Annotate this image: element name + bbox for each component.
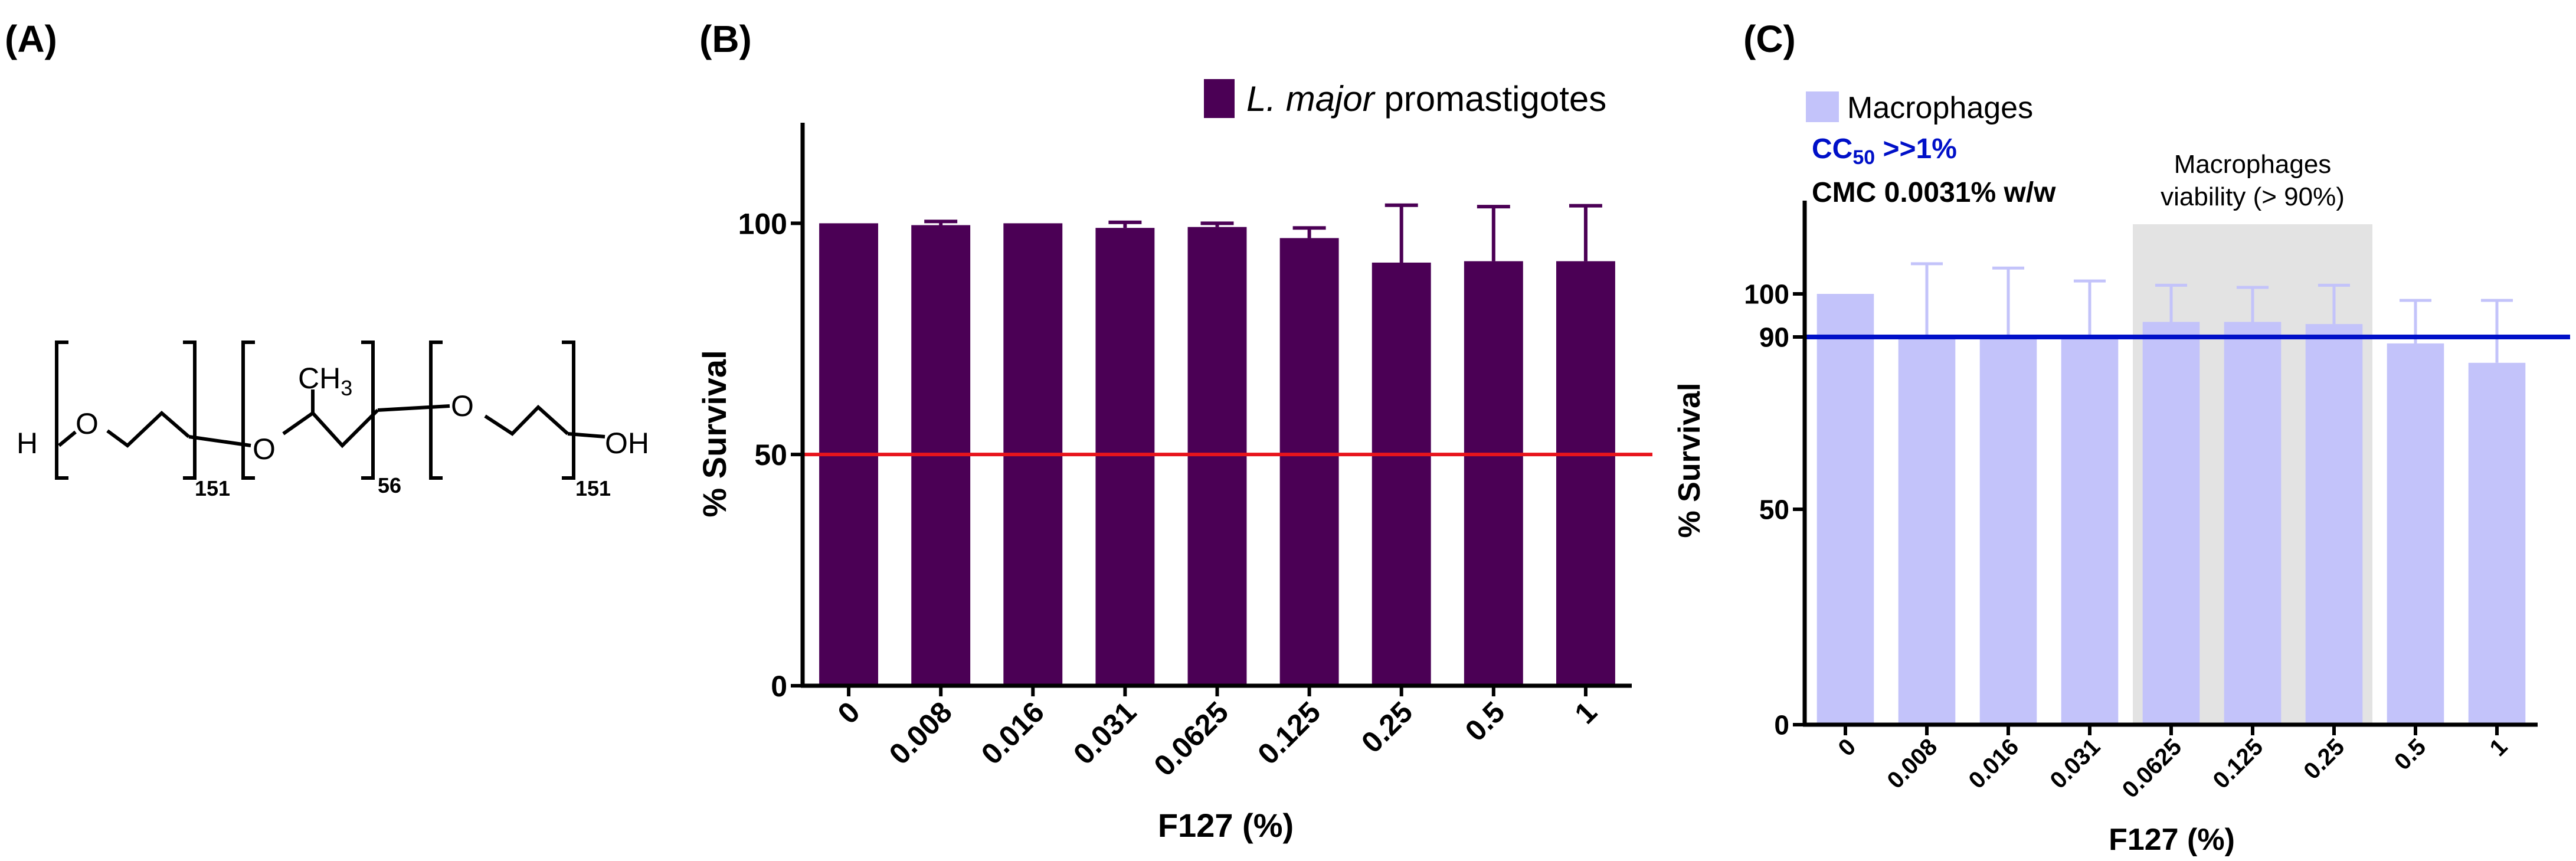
panel-c-highlight-label-line2: viability (> 90%)	[2161, 182, 2345, 211]
chemical-structure-labels: H O O O CH3 OH 151 56 151	[17, 362, 649, 500]
panel-b-x-axis-label: F127 (%)	[1158, 807, 1294, 844]
c-x-tick-label-0: 0	[1834, 734, 1861, 761]
panel-c-legend: Macrophages	[1806, 91, 2033, 125]
c-bar-5	[2224, 322, 2282, 725]
b-error-bar-5	[1292, 226, 1326, 238]
panel-b-label: (B)	[699, 18, 752, 60]
panel-c-bars	[1816, 294, 2526, 725]
panel-a-structure: (A) H O O O CH3 OH 151	[5, 18, 649, 500]
panel-b-chart: (B) L. major promastigotes 0 50 100 0 0.008…	[696, 18, 1652, 844]
c-y-tick-label-2: 90	[1759, 322, 1789, 353]
b-x-tick-label-6: 0.25	[1355, 695, 1419, 759]
b-error-bar-3	[1108, 220, 1142, 228]
b-x-tick-label-7: 0.5	[1459, 695, 1511, 748]
panel-b-x-ticks: 0 0.008 0.016 0.031 0.0625 0.125 0.25 0.5 1	[832, 695, 1603, 783]
c-bar-7	[2387, 343, 2444, 725]
c-bar-8	[2468, 362, 2526, 725]
panel-b-legend-label: L. major promastigotes	[1246, 79, 1606, 119]
b-error-bar-4	[1200, 221, 1234, 227]
panel-c-x-axis-label: F127 (%)	[2109, 823, 2235, 857]
panel-c-legend-swatch	[1806, 91, 1839, 122]
c-x-tick-label-8: 1	[2485, 734, 2513, 761]
c-bar-2	[1979, 335, 2037, 725]
b-bar-3	[1095, 228, 1155, 686]
atom-o2: O	[253, 433, 276, 466]
c-y-tick-label-1: 50	[1759, 495, 1789, 525]
atom-o3: O	[451, 389, 474, 423]
c-bar-4	[2142, 322, 2200, 725]
b-x-tick-label-5: 0.125	[1251, 695, 1327, 771]
b-x-tick-label-8: 1	[1568, 695, 1603, 730]
b-bar-6	[1372, 262, 1431, 686]
c-x-tick-label-5: 0.125	[2208, 734, 2268, 794]
panel-c-y-ticks: 0 50 90 100	[1744, 279, 1789, 741]
group-oh: OH	[605, 427, 649, 460]
group-ch3: CH3	[298, 362, 352, 400]
c-error-bar-4	[2155, 283, 2188, 322]
panel-c-chart: (C) Macrophages viability (> 90%) Macrop…	[1672, 18, 2570, 857]
chemical-structure-diagram	[55, 341, 605, 480]
b-y-tick-label-0: 0	[771, 670, 787, 703]
b-x-tick-label-1: 0.008	[883, 695, 958, 771]
panel-b-legend: L. major promastigotes	[1204, 79, 1606, 119]
c-x-tick-label-1: 0.008	[1882, 734, 1942, 794]
panel-a-label: (A)	[5, 18, 57, 60]
c-y-tick-label-0: 0	[1774, 710, 1789, 741]
c-x-tick-label-3: 0.031	[2045, 734, 2105, 794]
b-error-bar-6	[1384, 203, 1418, 263]
c-bar-1	[1898, 335, 1956, 725]
panel-c-x-ticks: 0 0.008 0.016 0.031 0.0625 0.125 0.25 0.5 1	[1834, 734, 2513, 803]
panel-c-legend-label: Macrophages	[1847, 91, 2033, 125]
b-x-tick-label-4: 0.0625	[1148, 695, 1235, 783]
b-y-tick-label-2: 100	[738, 207, 787, 240]
b-x-tick-label-3: 0.031	[1067, 695, 1143, 771]
panel-b-y-axis-label: % Survival	[696, 350, 733, 517]
panel-b-axes	[791, 123, 1632, 696]
panel-c-y-axis-label: % Survival	[1672, 382, 1707, 538]
c-x-tick-label-4: 0.0625	[2117, 734, 2187, 803]
atom-h: H	[17, 427, 38, 460]
panel-b-y-ticks: 0 50 100	[738, 207, 787, 703]
c-error-bar-3	[2073, 279, 2106, 335]
b-x-tick-label-2: 0.016	[975, 695, 1050, 771]
b-error-bar-8	[1569, 204, 1602, 261]
b-bar-8	[1556, 261, 1615, 686]
c-error-bar-6	[2318, 283, 2351, 325]
repeat-n1: 151	[195, 476, 230, 500]
c-x-tick-label-6: 0.25	[2299, 734, 2349, 784]
atom-o1: O	[76, 407, 99, 440]
c-error-bar-2	[1992, 266, 2025, 335]
panel-c-highlight-label-line1: Macrophages	[2174, 150, 2332, 179]
b-error-bar-1	[924, 220, 958, 225]
b-error-bar-7	[1477, 205, 1510, 261]
panel-c-label: (C)	[1743, 18, 1796, 60]
panel-b-legend-swatch	[1204, 79, 1235, 118]
c-x-tick-label-7: 0.5	[2390, 734, 2431, 775]
c-y-tick-label-3: 100	[1744, 279, 1789, 310]
b-y-tick-label-1: 50	[754, 438, 787, 472]
panel-c-error-bars	[1910, 262, 2513, 363]
panel-c-axes	[1793, 201, 2538, 735]
c-error-bar-8	[2480, 299, 2513, 363]
b-bar-5	[1279, 238, 1339, 686]
c-x-tick-label-2: 0.016	[1963, 734, 2024, 794]
c-bar-3	[2061, 335, 2119, 725]
c-error-bar-5	[2236, 286, 2269, 322]
repeat-n2: 56	[378, 473, 401, 497]
panel-c-highlight-label: Macrophages viability (> 90%)	[2161, 150, 2345, 211]
c-error-bar-1	[1910, 262, 1943, 335]
repeat-n3: 151	[575, 476, 611, 500]
b-bar-4	[1187, 227, 1247, 686]
panel-b-error-bars	[924, 203, 1602, 263]
b-x-tick-label-0: 0	[832, 695, 866, 730]
panel-c-cmc-annotation: CMC 0.0031% w/w	[1812, 177, 2056, 208]
panel-c-cc50-annotation: CC50 >>1%	[1812, 133, 1957, 169]
c-bar-0	[1816, 294, 1874, 725]
c-bar-6	[2305, 324, 2363, 725]
b-bar-7	[1464, 261, 1523, 686]
